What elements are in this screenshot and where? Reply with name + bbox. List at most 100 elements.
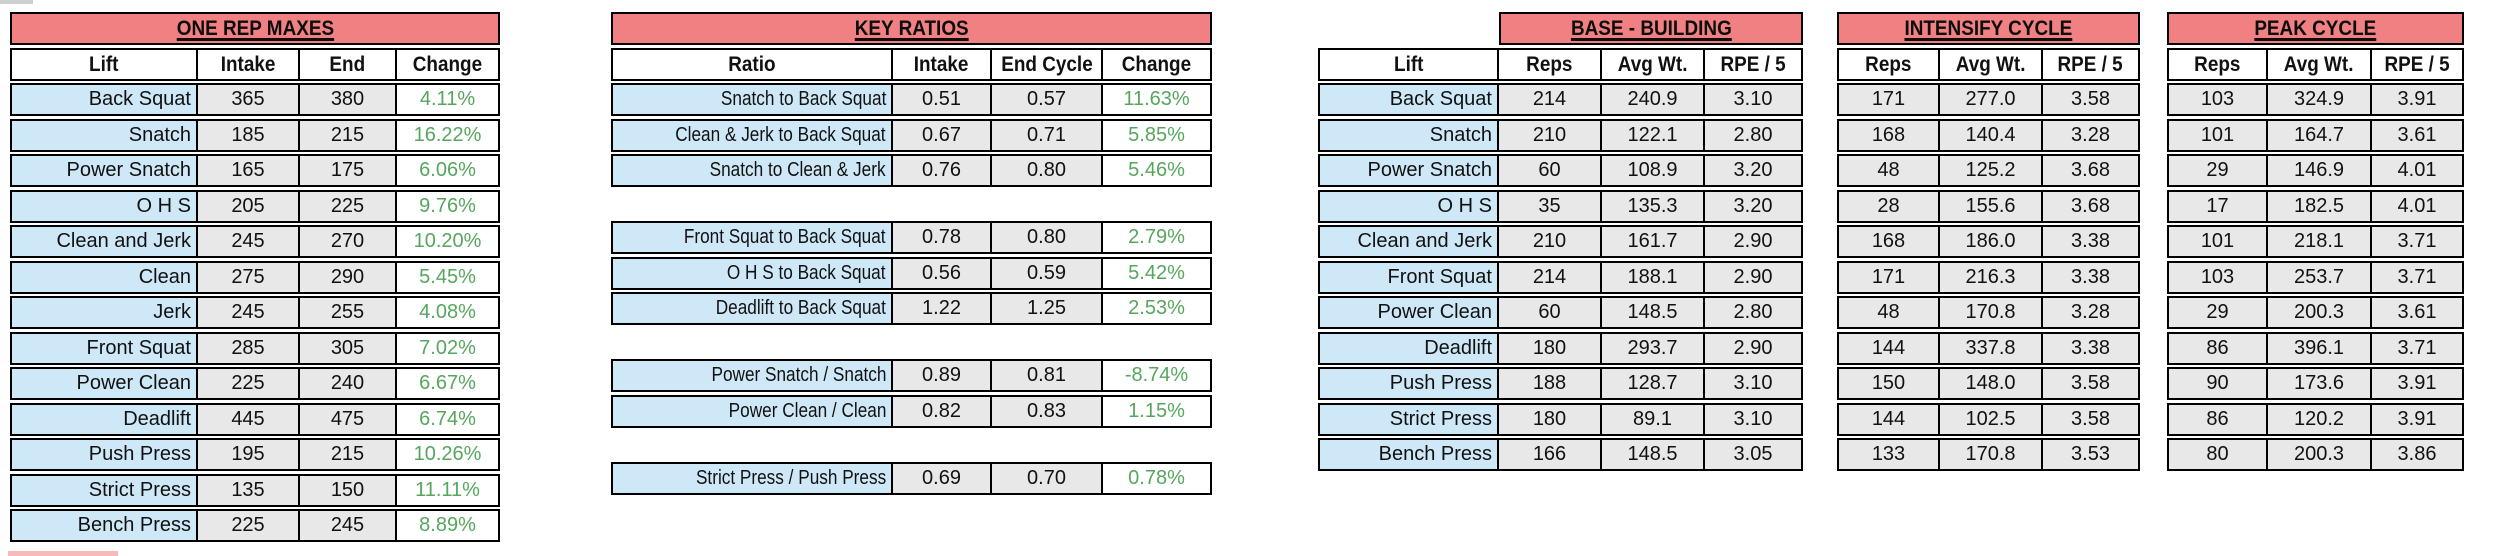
ratio-name-cell: Strict Press / Push Press bbox=[611, 461, 893, 495]
intake-value-cell: 0.51 bbox=[893, 83, 992, 116]
base-building-row: Push Press 188 128.7 3.10 bbox=[1318, 367, 1803, 400]
end-cycle-value-cell: 0.80 bbox=[992, 154, 1103, 187]
avg-wt-value-cell: 125.2 bbox=[1940, 154, 2043, 187]
intensify-cycle-row: 168 140.4 3.28 bbox=[1837, 118, 2140, 152]
reps-value-cell: 210 bbox=[1499, 225, 1602, 258]
lift-name-cell: Push Press bbox=[1318, 367, 1499, 400]
avg-wt-value-cell: 200.3 bbox=[2268, 296, 2372, 329]
intake-value-cell: 165 bbox=[198, 154, 300, 187]
avg-wt-value-cell: 122.1 bbox=[1602, 118, 1705, 152]
end-cycle-value-cell: 0.71 bbox=[992, 118, 1103, 152]
change-value-cell: 8.89% bbox=[397, 509, 500, 542]
reps-value-cell: 168 bbox=[1837, 118, 1940, 152]
reps-value-cell: 171 bbox=[1837, 260, 1940, 294]
rpe-value-cell: 3.91 bbox=[2372, 402, 2464, 436]
rpe-value-cell: 3.38 bbox=[2043, 260, 2140, 294]
end-value-cell: 475 bbox=[300, 402, 397, 436]
one-rep-maxes-row: Power Snatch 165 175 6.06% bbox=[10, 154, 500, 187]
key-ratios-title: KEY RATIOS bbox=[611, 12, 1212, 45]
reps-value-cell: 214 bbox=[1499, 260, 1602, 294]
avg-wt-value-cell: 240.9 bbox=[1602, 83, 1705, 116]
avg-wt-value-cell: 89.1 bbox=[1602, 402, 1705, 436]
one-rep-maxes-row: Bench Press 225 245 8.89% bbox=[10, 509, 500, 542]
rpe-value-cell: 3.53 bbox=[2043, 438, 2140, 471]
intake-value-cell: 185 bbox=[198, 118, 300, 152]
one-rep-maxes-row: Strict Press 135 150 11.11% bbox=[10, 473, 500, 507]
lift-name-cell: Back Squat bbox=[10, 83, 198, 116]
lift-name-cell: Back Squat bbox=[1318, 83, 1499, 116]
column-header-avg-wt: Avg Wt. bbox=[1602, 47, 1705, 81]
change-value-cell: 6.74% bbox=[397, 402, 500, 436]
table-title-text: PEAK CYCLE bbox=[2254, 16, 2377, 40]
end-cycle-value-cell: 0.59 bbox=[992, 256, 1103, 290]
lift-name-cell: O H S bbox=[10, 189, 198, 223]
table-title-text: ONE REP MAXES bbox=[176, 16, 334, 40]
lift-name-cell: Front Squat bbox=[10, 331, 198, 365]
avg-wt-value-cell: 293.7 bbox=[1602, 331, 1705, 365]
reps-value-cell: 103 bbox=[2167, 83, 2268, 116]
key-ratios-row: Snatch to Clean & Jerk 0.76 0.80 5.46% bbox=[611, 154, 1212, 187]
one-rep-maxes-row: Front Squat 285 305 7.02% bbox=[10, 331, 500, 365]
base-building-row: Snatch 210 122.1 2.80 bbox=[1318, 118, 1803, 152]
one-rep-maxes-row: Back Squat 365 380 4.11% bbox=[10, 83, 500, 116]
change-value-cell: 10.20% bbox=[397, 225, 500, 258]
intake-value-cell: 225 bbox=[198, 509, 300, 542]
key-ratios-header-row: Ratio Intake End Cycle Change bbox=[611, 47, 1212, 81]
change-value-cell: 4.11% bbox=[397, 83, 500, 116]
key-ratios-row: Power Clean / Clean 0.82 0.83 1.15% bbox=[611, 394, 1212, 428]
reps-value-cell: 180 bbox=[1499, 402, 1602, 436]
key-ratios-group-1: Snatch to Back Squat 0.51 0.57 11.63% Cl… bbox=[611, 83, 1212, 187]
avg-wt-value-cell: 396.1 bbox=[2268, 331, 2372, 365]
intake-value-cell: 285 bbox=[198, 331, 300, 365]
avg-wt-value-cell: 170.8 bbox=[1940, 296, 2043, 329]
rpe-value-cell: 3.58 bbox=[2043, 83, 2140, 116]
avg-wt-value-cell: 146.9 bbox=[2268, 154, 2372, 187]
avg-wt-value-cell: 324.9 bbox=[2268, 83, 2372, 116]
avg-wt-value-cell: 170.8 bbox=[1940, 438, 2043, 471]
change-value-cell: 9.76% bbox=[397, 189, 500, 223]
base-building-row: Power Clean 60 148.5 2.80 bbox=[1318, 296, 1803, 329]
one-rep-maxes-row: Power Clean 225 240 6.67% bbox=[10, 367, 500, 400]
rpe-value-cell: 2.90 bbox=[1705, 331, 1803, 365]
intensify-cycle-table: INTENSIFY CYCLE Reps Avg Wt. RPE / 5 171… bbox=[1837, 12, 2140, 474]
base-building-row: Front Squat 214 188.1 2.90 bbox=[1318, 260, 1803, 294]
ratio-name-cell: Snatch to Clean & Jerk bbox=[611, 154, 893, 187]
table-title-text: INTENSIFY CYCLE bbox=[1904, 16, 2073, 40]
avg-wt-value-cell: 337.8 bbox=[1940, 331, 2043, 365]
base-building-row: Deadlift 180 293.7 2.90 bbox=[1318, 331, 1803, 365]
reps-value-cell: 210 bbox=[1499, 118, 1602, 152]
rpe-value-cell: 3.10 bbox=[1705, 367, 1803, 400]
one-rep-maxes-title: ONE REP MAXES bbox=[10, 12, 500, 45]
column-header-end-cycle: End Cycle bbox=[992, 47, 1103, 81]
intake-value-cell: 0.76 bbox=[893, 154, 992, 187]
ratio-name-cell: O H S to Back Squat bbox=[611, 256, 893, 290]
avg-wt-value-cell: 161.7 bbox=[1602, 225, 1705, 258]
end-value-cell: 240 bbox=[300, 367, 397, 400]
column-header-end: End bbox=[300, 47, 397, 81]
column-header-avg-wt: Avg Wt. bbox=[2268, 47, 2372, 81]
intake-value-cell: 0.69 bbox=[893, 461, 992, 495]
ratio-name-cell: Front Squat to Back Squat bbox=[611, 221, 893, 254]
one-rep-maxes-title-row: ONE REP MAXES bbox=[10, 12, 500, 45]
rpe-value-cell: 3.28 bbox=[2043, 296, 2140, 329]
intensify-cycle-row: 171 216.3 3.38 bbox=[1837, 260, 2140, 294]
end-value-cell: 380 bbox=[300, 83, 397, 116]
table-title-text: KEY RATIOS bbox=[854, 16, 969, 40]
one-rep-maxes-row: Jerk 245 255 4.08% bbox=[10, 296, 500, 329]
intensify-cycle-row: 144 337.8 3.38 bbox=[1837, 331, 2140, 365]
peak-cycle-row: 86 120.2 3.91 bbox=[2167, 402, 2464, 436]
peak-cycle-row: 80 200.3 3.86 bbox=[2167, 438, 2464, 471]
column-header-ratio: Ratio bbox=[611, 47, 893, 81]
lift-name-cell: Power Snatch bbox=[1318, 154, 1499, 187]
rpe-value-cell: 4.01 bbox=[2372, 189, 2464, 223]
intake-value-cell: 225 bbox=[198, 367, 300, 400]
rpe-value-cell: 3.86 bbox=[2372, 438, 2464, 471]
intake-value-cell: 245 bbox=[198, 225, 300, 258]
end-value-cell: 215 bbox=[300, 438, 397, 471]
lift-name-cell: Clean bbox=[10, 260, 198, 294]
intensify-cycle-header-row: Reps Avg Wt. RPE / 5 bbox=[1837, 47, 2140, 81]
lift-name-cell: O H S bbox=[1318, 189, 1499, 223]
key-ratios-table: KEY RATIOS Ratio Intake End Cycle Change… bbox=[611, 12, 1212, 497]
intensify-cycle-row: 168 186.0 3.38 bbox=[1837, 225, 2140, 258]
